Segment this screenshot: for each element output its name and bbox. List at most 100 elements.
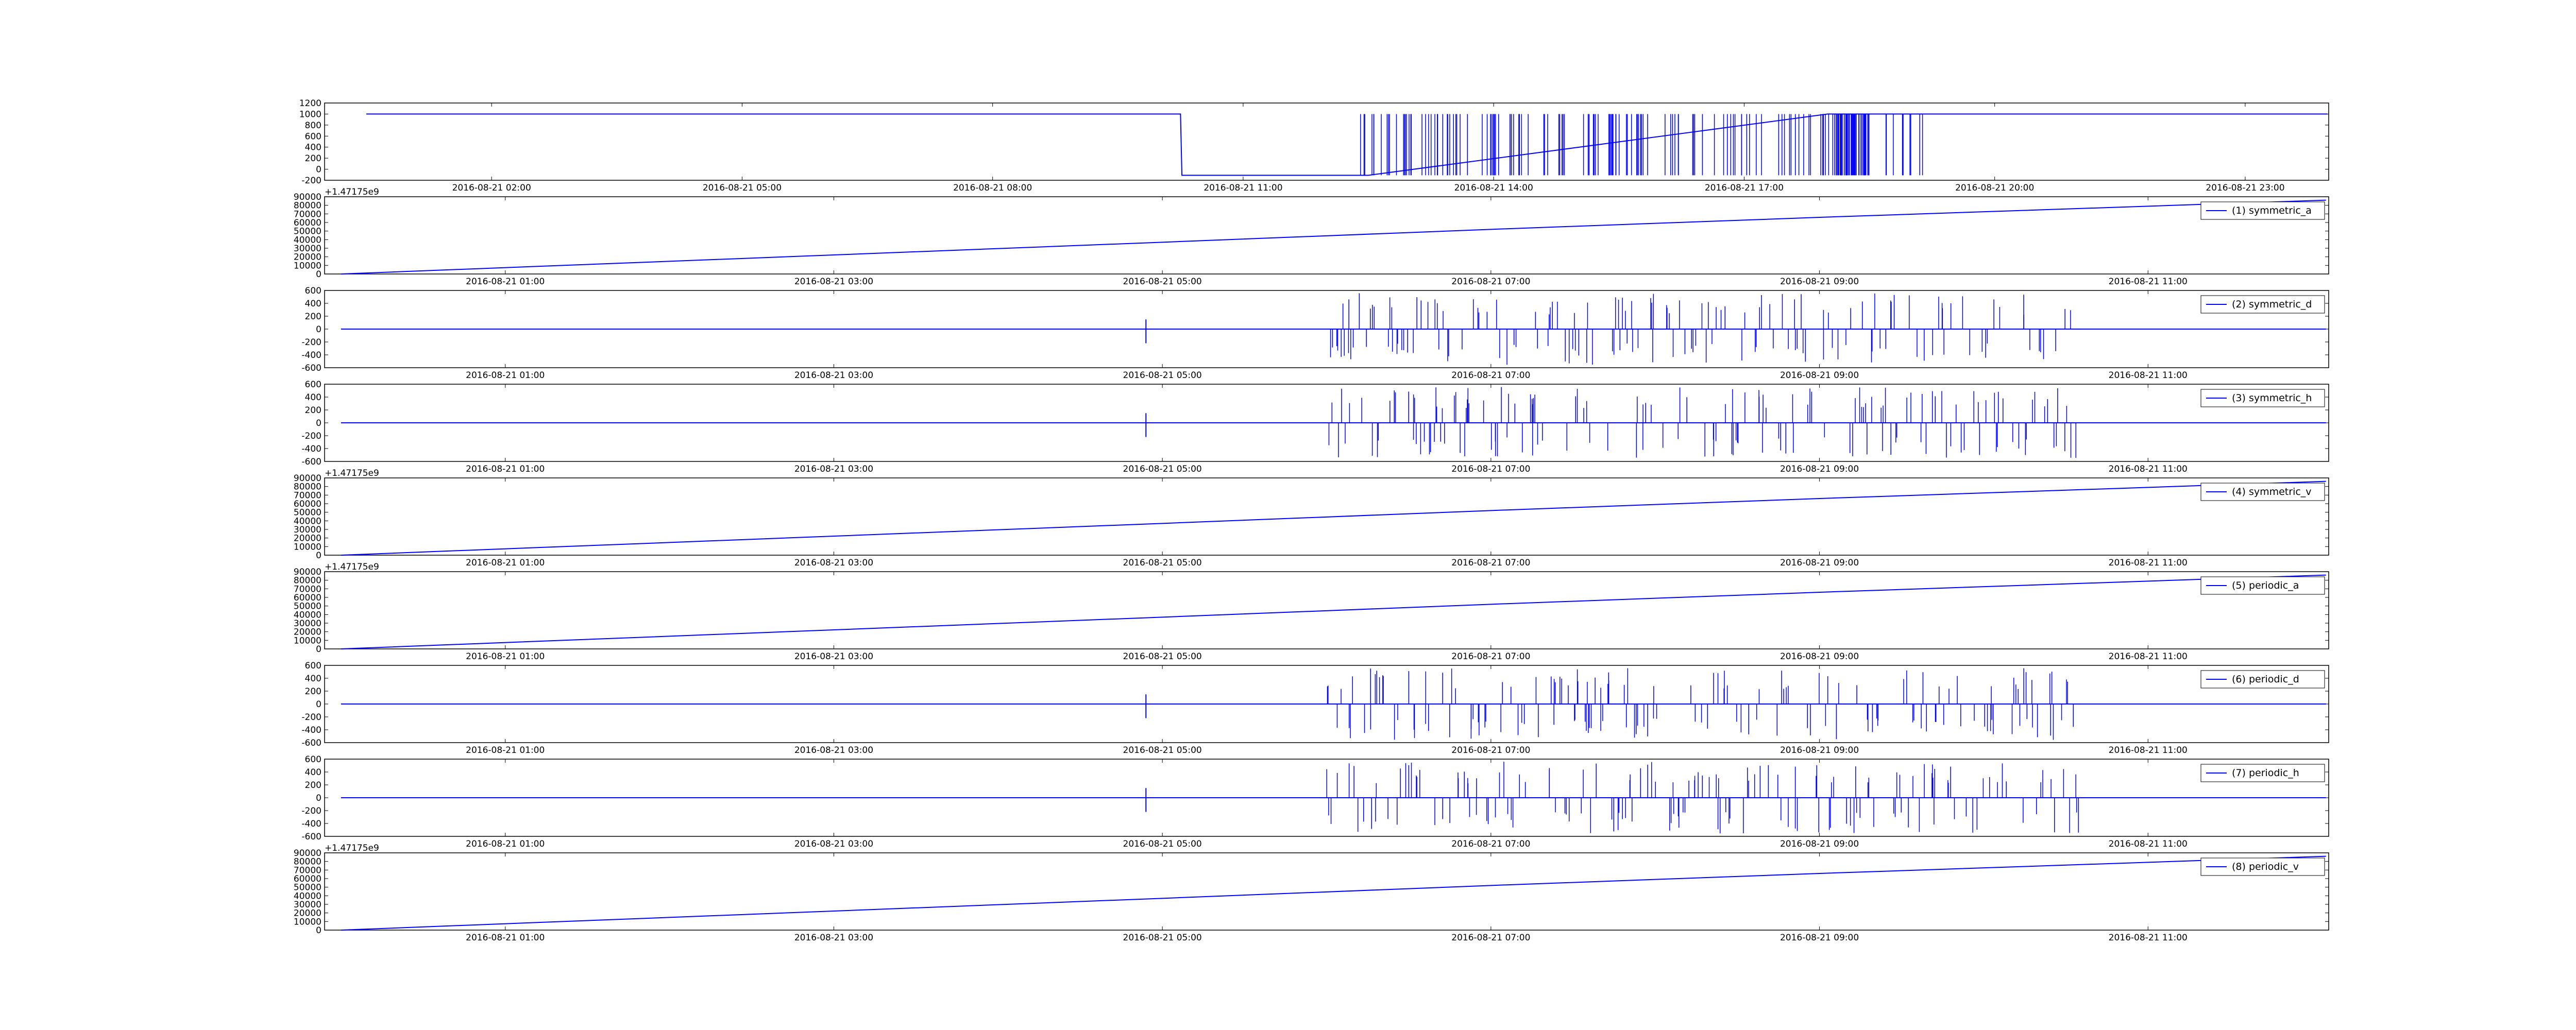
panel-3-legend-box [2200,295,2325,314]
panel-5-ytick-label: 90000 [294,473,321,484]
panel-2-ytick-label: 20000 [294,252,321,263]
panel-9-xtick-label: 2016-08-21 07:00 [1451,933,1530,943]
panel-1-xtick-label: 2016-08-21 23:00 [2206,183,2284,193]
panel-9-xtick-label: 2016-08-21 05:00 [1123,933,1202,943]
panel-6-ytick-label: 30000 [294,619,321,629]
panel-9-ytick-label: 80000 [294,857,321,867]
panel-5-xtick-label: 2016-08-21 11:00 [2109,558,2188,568]
panel-8-ytick-label: -400 [301,819,321,829]
panel-2-xtick-label: 2016-08-21 05:00 [1123,277,1202,287]
panel-9-legend-label: (8) periodic_v [2232,861,2299,872]
panel-9-ytick-label: 50000 [294,883,321,893]
panel-9-frame [324,852,2329,931]
panel-7-ytick-label: 200 [305,686,321,697]
panel-3-xtick-label: 2016-08-21 09:00 [1780,370,1859,381]
panel-8-xtick-label: 2016-08-21 03:00 [794,839,873,849]
panel-5-xtick-label: 2016-08-21 01:00 [466,558,545,568]
panel-7-xtick-label: 2016-08-21 11:00 [2109,745,2188,756]
panel-6-xtick-label: 2016-08-21 07:00 [1451,651,1530,662]
panel-3-xtick-label: 2016-08-21 11:00 [2109,370,2188,381]
panel-1-xtick-label: 2016-08-21 05:00 [703,183,782,193]
panel-7-xtick-label: 2016-08-21 09:00 [1780,745,1859,756]
panel-5-xtick-label: 2016-08-21 07:00 [1451,558,1530,568]
panel-8-ytick-label: 200 [305,780,321,791]
panel-7-xtick-label: 2016-08-21 01:00 [466,745,545,756]
panel-2-series-line [341,199,2326,274]
panel-2-ytick-label: 30000 [294,244,321,254]
panel-3-xtick-label: 2016-08-21 07:00 [1451,370,1530,381]
panel-6-ytick-label: 40000 [294,610,321,620]
panel-2-ytick-label: 10000 [294,261,321,271]
panel-8-ytick-label: -600 [301,832,321,842]
panel-6-legend-label: (5) periodic_a [2232,580,2299,591]
panel-9-ytick-label: 20000 [294,908,321,919]
panel-1-ytick-label: 200 [305,153,321,164]
panel-4-ytick-label: 0 [316,418,321,428]
panel-8-ytick-label: 0 [316,793,321,803]
panel-8-legend-label: (7) periodic_h [2232,767,2299,779]
panel-5-offset-text: +1.47175e9 [325,468,379,478]
panel-9-series-line [341,855,2326,931]
panel-3-ytick-label: 400 [305,299,321,309]
panel-8-xtick-label: 2016-08-21 07:00 [1451,839,1530,849]
panel-5-ytick-label: 0 [316,551,321,561]
panel-4-legend-label: (3) symmetric_h [2232,392,2312,404]
panel-2-ytick-label: 0 [316,269,321,280]
panel-6-xtick-label: 2016-08-21 11:00 [2109,651,2188,662]
panel-4-xtick-label: 2016-08-21 07:00 [1451,464,1530,474]
panel-2-ytick-label: 40000 [294,235,321,245]
panel-5-ytick-label: 10000 [294,542,321,552]
panel-7-ytick-label: 600 [305,661,321,671]
panel-4-xtick-label: 2016-08-21 01:00 [466,464,545,474]
panel-3-legend-label: (2) symmetric_d [2232,299,2312,310]
panel-7-ytick-label: -600 [301,738,321,748]
panel-1-ytick-label: 1200 [299,98,321,109]
panel-1-ytick-label: 800 [305,121,321,131]
panel-6-ytick-label: 70000 [294,584,321,594]
panel-7-legend-label: (6) periodic_d [2232,674,2299,685]
panel-4-xtick-label: 2016-08-21 03:00 [794,464,873,474]
panel-4-xtick-label: 2016-08-21 05:00 [1123,464,1202,474]
panel-5-xtick-label: 2016-08-21 09:00 [1780,558,1859,568]
panel-7-ytick-label: -400 [301,725,321,735]
panel-2-ytick-label: 80000 [294,201,321,211]
panel-6-xtick-label: 2016-08-21 05:00 [1123,651,1202,662]
panel-1-xtick-label: 2016-08-21 08:00 [953,183,1032,193]
panel-5-series-line [341,480,2326,556]
panel-1-ytick-label: 1000 [299,109,321,119]
panel-4-ytick-label: 400 [305,392,321,403]
panel-6-ytick-label: 10000 [294,636,321,646]
panel-3-ytick-label: -400 [301,350,321,360]
panel-4-ytick-label: -400 [301,444,321,454]
panel-6-ytick-label: 50000 [294,602,321,612]
panel-4-ytick-label: -200 [301,431,321,441]
panel-5-xtick-label: 2016-08-21 05:00 [1123,558,1202,568]
panel-6-xtick-label: 2016-08-21 01:00 [466,651,545,662]
panel-8-xtick-label: 2016-08-21 09:00 [1780,839,1859,849]
panel-6-offset-text: +1.47175e9 [325,562,379,572]
panel-9-offset-text: +1.47175e9 [325,843,379,853]
panel-8-ytick-label: -200 [301,806,321,816]
panel-7-ytick-label: 0 [316,699,321,710]
panel-9-ytick-label: 30000 [294,900,321,910]
panel-4-ytick-label: 200 [305,405,321,416]
panel-2-ytick-label: 90000 [294,192,321,202]
panel-9-xtick-label: 2016-08-21 03:00 [794,933,873,943]
panel-6-xtick-label: 2016-08-21 09:00 [1780,651,1859,662]
panel-9-xtick-label: 2016-08-21 09:00 [1780,933,1859,943]
panel-4-xtick-label: 2016-08-21 11:00 [2109,464,2188,474]
panel-4-xtick-label: 2016-08-21 09:00 [1780,464,1859,474]
panel-6-ytick-label: 20000 [294,627,321,638]
panel-3-ytick-label: 600 [305,286,321,296]
panel-6-series-line [341,574,2326,649]
panel-3-xtick-label: 2016-08-21 05:00 [1123,370,1202,381]
panel-5-xtick-label: 2016-08-21 03:00 [794,558,873,568]
panel-9-ytick-label: 0 [316,925,321,936]
panel-9-ytick-label: 70000 [294,865,321,876]
panel-3-ytick-label: -200 [301,337,321,348]
panel-9-ytick-label: 10000 [294,917,321,927]
panel-1-xtick-label: 2016-08-21 02:00 [452,183,531,193]
panel-3-xtick-label: 2016-08-21 03:00 [794,370,873,381]
panel-5-ytick-label: 70000 [294,490,321,501]
